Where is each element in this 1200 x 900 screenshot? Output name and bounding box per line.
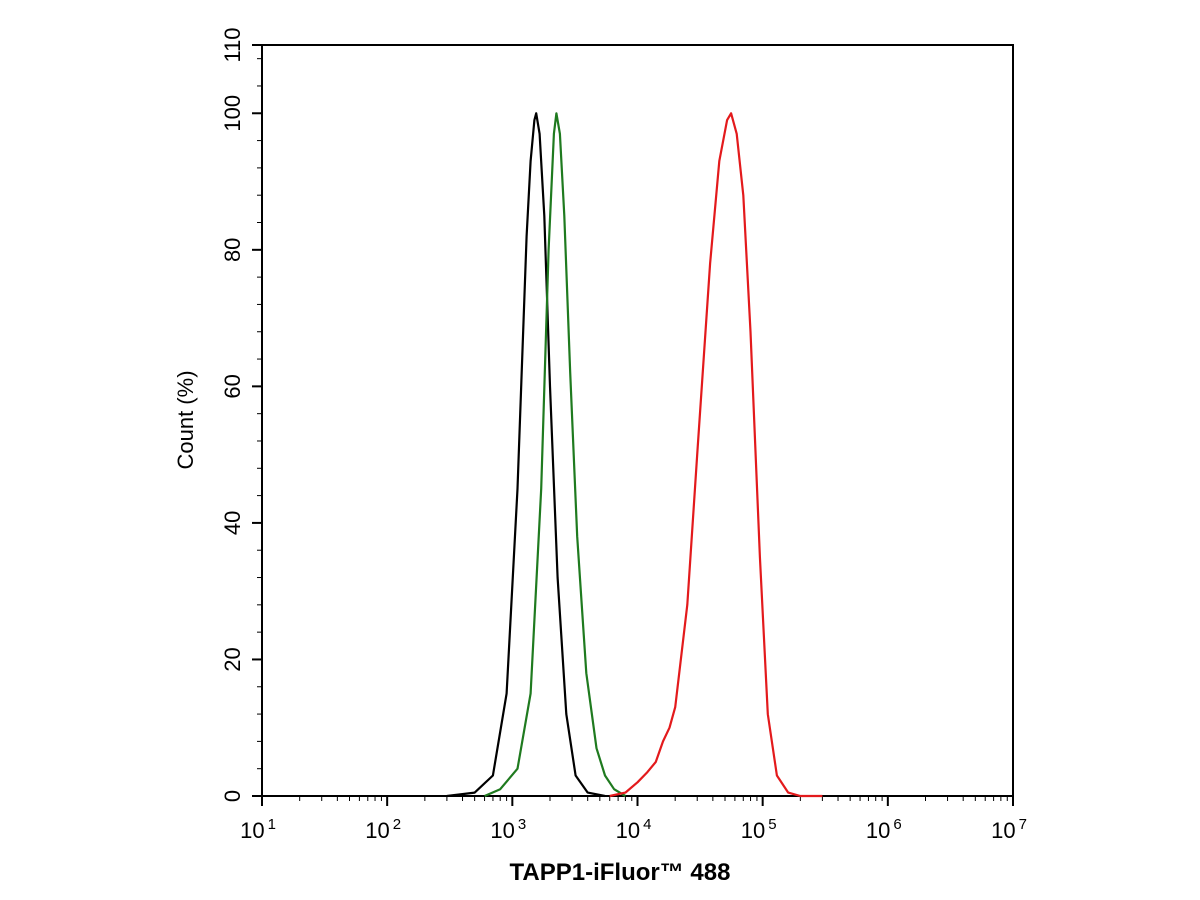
x-tick-label: 10 5	[741, 816, 777, 843]
x-axis-label: TAPP1-iFluor™ 488	[510, 859, 731, 886]
x-tick-base: 10	[490, 818, 514, 843]
y-axis: 0 20 40 60 80 100 110	[220, 27, 262, 802]
x-tick-base: 10	[991, 818, 1015, 843]
series-line-1	[446, 112, 606, 798]
y-tick-label: 110	[220, 27, 245, 62]
x-tick-base: 10	[866, 818, 890, 843]
x-tick-base: 10	[616, 818, 640, 843]
plot-frame	[261, 44, 1014, 797]
x-tick-base: 10	[741, 818, 765, 843]
x-tick-exponent: 7	[1019, 816, 1027, 833]
x-tick-label: 10 1	[240, 816, 276, 843]
x-tick-label: 10 2	[365, 816, 401, 843]
x-tick-label: 10 6	[866, 816, 902, 843]
y-tick-label: 60	[220, 374, 245, 398]
y-tick-label: 0	[220, 790, 245, 802]
y-tick-label: 80	[220, 238, 245, 262]
y-tick-label: 20	[220, 647, 245, 671]
x-tick-exponent: 5	[768, 816, 776, 833]
series-line-2	[484, 112, 626, 798]
x-tick-label: 10 7	[991, 816, 1027, 843]
x-tick-exponent: 1	[268, 816, 276, 833]
x-tick-label: 10 3	[490, 816, 526, 843]
x-tick-base: 10	[240, 818, 264, 843]
y-tick-label: 40	[220, 511, 245, 535]
series-layer	[446, 112, 823, 798]
x-tick-label: 10 4	[616, 816, 652, 843]
y-tick-label: 100	[220, 95, 245, 132]
y-axis-label: Count (%)	[173, 370, 198, 469]
x-axis: 10 1 10 2 10 3 10 4 10 5 10 6 10 7	[240, 796, 1027, 843]
x-tick-exponent: 6	[893, 816, 901, 833]
x-tick-base: 10	[365, 818, 389, 843]
series-line-3	[609, 112, 823, 798]
x-tick-exponent: 2	[393, 816, 401, 833]
x-tick-exponent: 4	[643, 816, 651, 833]
x-tick-exponent: 3	[518, 816, 526, 833]
